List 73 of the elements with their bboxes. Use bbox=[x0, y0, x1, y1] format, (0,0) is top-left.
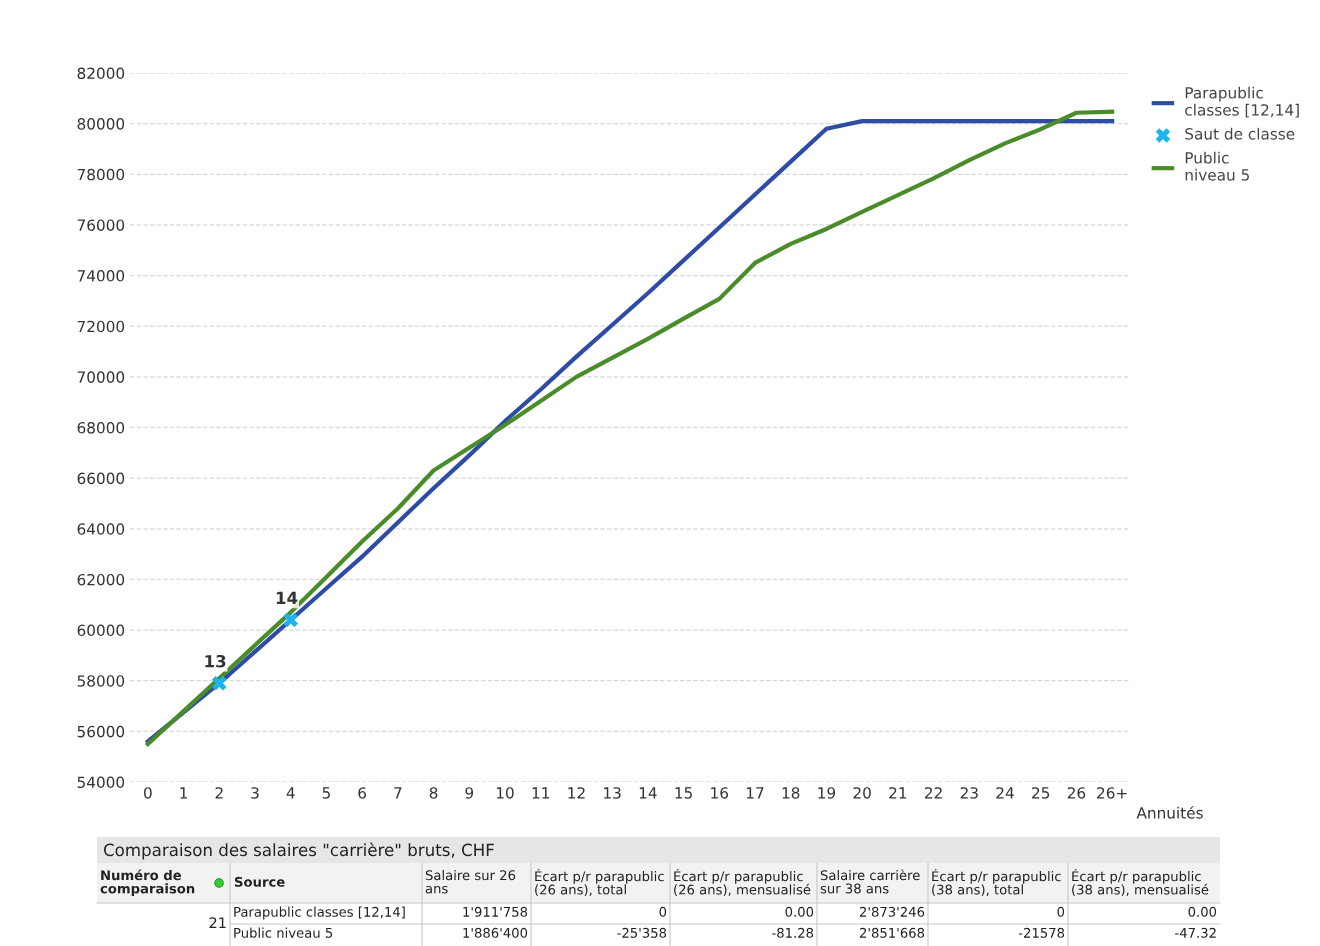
x-tick-label: 25 bbox=[1032, 787, 1050, 799]
x-tick-label: 21 bbox=[889, 787, 907, 799]
annotation: 13 bbox=[205, 654, 226, 668]
text: 2'851'668 bbox=[859, 927, 925, 938]
x-tick-label: 10 bbox=[496, 787, 514, 799]
y-tick-label: 62000 bbox=[77, 573, 125, 586]
text: -21578 bbox=[1018, 927, 1065, 938]
x-tick-label: 1 bbox=[180, 787, 188, 799]
legend-label: Parapublic classes [12,14] bbox=[1185, 86, 1299, 118]
text: Numéro de comparaison bbox=[100, 869, 195, 897]
x-tick-label: 15 bbox=[675, 787, 692, 799]
text: 1'886'400 bbox=[463, 927, 528, 938]
y-tick-label: 68000 bbox=[77, 421, 125, 434]
text: -81.28 bbox=[772, 927, 814, 938]
y-tick-label: 64000 bbox=[77, 523, 125, 535]
text: 0 bbox=[659, 906, 667, 917]
x-tick-label: 26 bbox=[1067, 787, 1086, 799]
text: 0 bbox=[1057, 906, 1065, 917]
x-tick-label: 24 bbox=[996, 787, 1014, 799]
y-tick-label: 82000 bbox=[77, 67, 125, 80]
x-tick-label: 16 bbox=[711, 787, 729, 799]
y-tick-label: 58000 bbox=[77, 675, 125, 687]
text: 2'873'246 bbox=[859, 906, 925, 917]
y-tick-label: 78000 bbox=[77, 168, 125, 181]
text: Écart p/r parapublic (26 ans), total bbox=[535, 868, 664, 897]
x-tick-label: 9 bbox=[465, 787, 474, 799]
y-tick-label: 72000 bbox=[77, 320, 125, 333]
text: 1'911'758 bbox=[463, 906, 528, 917]
x-tick-label: 18 bbox=[782, 787, 800, 799]
y-tick-label: 54000 bbox=[77, 776, 125, 789]
x-tick-label: 7 bbox=[394, 787, 402, 799]
text: Parapublic classes [12,14] bbox=[234, 906, 405, 920]
text: 21 bbox=[209, 917, 226, 929]
x-tick-label: 19 bbox=[818, 787, 836, 799]
legend-label: Public niveau 5 bbox=[1185, 151, 1249, 181]
x-tick-label: 17 bbox=[746, 787, 764, 799]
text: Écart p/r parapublic (26 ans), mensualisé bbox=[674, 868, 811, 897]
x-tick-label: 26+ bbox=[1097, 787, 1127, 799]
x-tick-label: 2 bbox=[215, 787, 223, 799]
legend-label: Saut de classe bbox=[1185, 127, 1295, 140]
text: -25'358 bbox=[617, 927, 667, 938]
x-tick-label: 20 bbox=[853, 787, 871, 799]
y-tick-label: 80000 bbox=[77, 118, 125, 130]
text: 0.00 bbox=[785, 906, 814, 917]
y-tick-label: 60000 bbox=[77, 624, 125, 637]
x-tick-label: 0 bbox=[144, 787, 152, 799]
text: Salaire carrière sur 38 ans bbox=[820, 869, 920, 894]
x-tick-label: 11 bbox=[532, 787, 550, 799]
x-tick-label: 5 bbox=[322, 787, 330, 799]
text: -47.32 bbox=[1175, 927, 1216, 938]
text: Source bbox=[234, 876, 285, 887]
x-tick-label: 14 bbox=[639, 787, 657, 799]
x-tick-label: 6 bbox=[358, 787, 367, 799]
text: Écart p/r parapublic (38 ans), total bbox=[932, 868, 1061, 897]
text: 0.00 bbox=[1188, 906, 1217, 917]
x-tick-label: 3 bbox=[251, 787, 259, 799]
x-tick-label: 22 bbox=[924, 787, 942, 799]
y-tick-label: 70000 bbox=[77, 371, 125, 383]
y-tick-label: 74000 bbox=[77, 270, 125, 282]
text: Écart p/r parapublic (38 ans), mensualisé bbox=[1072, 868, 1209, 897]
y-tick-label: 76000 bbox=[77, 219, 125, 231]
text: Salaire sur 26 ans bbox=[425, 869, 516, 894]
text: Comparaison des salaires "carrière" bruts, CHF bbox=[103, 842, 494, 860]
y-tick-label: 56000 bbox=[77, 725, 125, 738]
x-axis-title: Annuités bbox=[1136, 806, 1203, 819]
x-tick-label: 12 bbox=[568, 787, 585, 799]
x-tick-label: 4 bbox=[286, 787, 295, 799]
x-tick-label: 23 bbox=[960, 787, 978, 799]
annotation: 14 bbox=[276, 591, 298, 604]
x-tick-label: 13 bbox=[604, 787, 621, 799]
x-tick-label: 8 bbox=[429, 787, 438, 799]
text: Public niveau 5 bbox=[234, 927, 333, 938]
y-tick-label: 66000 bbox=[77, 472, 125, 485]
